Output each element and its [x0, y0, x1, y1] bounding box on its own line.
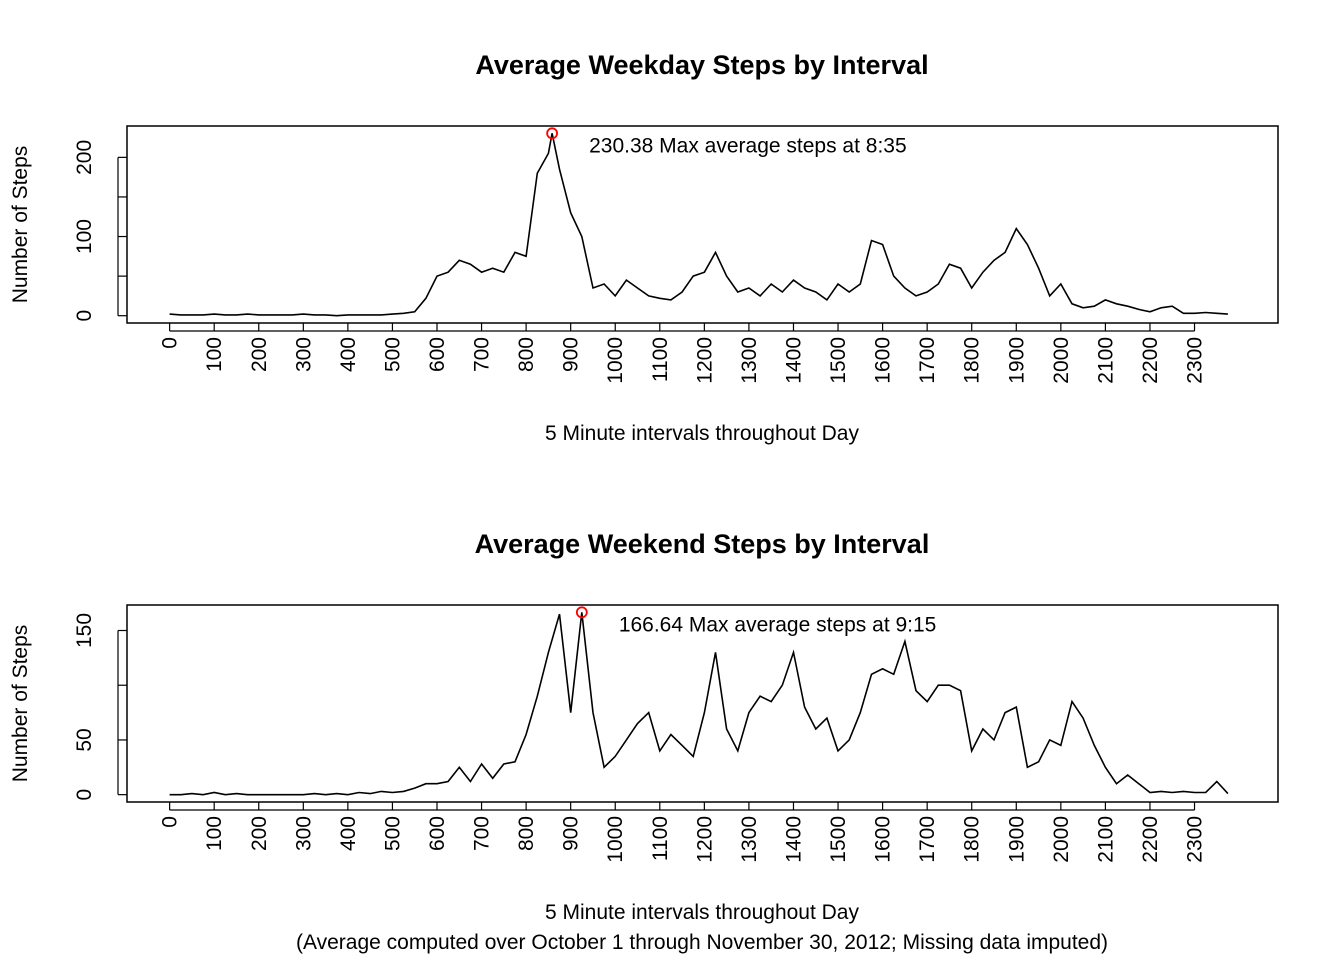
x-tick-label: 2000 [1050, 337, 1073, 384]
x-tick-label: 800 [515, 337, 538, 372]
note: (Average computed over October 1 through… [296, 931, 1108, 954]
y-tick-label: 0 [73, 310, 96, 322]
x-tick-label: 1600 [872, 337, 895, 384]
x-tick-label: 1700 [916, 337, 939, 384]
x-tick-label: 2300 [1184, 816, 1207, 863]
x-tick-label: 1000 [604, 337, 627, 384]
y-tick-label: 200 [73, 140, 96, 175]
y-tick-label: 150 [73, 613, 96, 648]
x-tick-label: 800 [515, 816, 538, 851]
x-tick-label: 1900 [1005, 337, 1028, 384]
x-tick-label: 200 [248, 816, 271, 851]
y-tick-label: 100 [73, 219, 96, 254]
x-tick-label: 1300 [738, 337, 761, 384]
x-axis-label: 5 Minute intervals throughout Day [545, 422, 860, 445]
x-tick-label: 400 [337, 816, 360, 851]
x-tick-label: 1100 [649, 337, 672, 382]
x-tick-label: 1500 [827, 337, 850, 384]
line [169, 612, 1229, 796]
x-tick-label: 1400 [782, 337, 805, 384]
x-tick-label: 600 [426, 337, 449, 372]
max-marker [546, 127, 559, 140]
x-tick-label: 600 [426, 816, 449, 851]
x-tick-label: 300 [292, 337, 315, 372]
y-axis-label: Number of Steps [9, 146, 32, 304]
x-tick-label: 300 [292, 816, 315, 851]
x-tick-label: 1600 [872, 816, 895, 863]
x-tick-label: 900 [560, 816, 583, 851]
x-tick-label: 1200 [693, 337, 716, 384]
x-tick-label: 2200 [1139, 337, 1162, 384]
y-axis-label: Number of Steps [9, 625, 32, 783]
chart-title: Average Weekend Steps by Interval [475, 529, 930, 559]
x-tick-label: 500 [381, 816, 404, 851]
plot-frame [126, 125, 1279, 324]
line [169, 133, 1228, 317]
x-tick-label: 1100 [649, 816, 672, 861]
x-tick-label: 100 [203, 816, 226, 851]
x-tick-label: 1200 [693, 816, 716, 863]
x-axis-label: 5 Minute intervals throughout Day [545, 901, 860, 924]
x-tick-label: 0 [159, 337, 182, 349]
chart-title: Average Weekday Steps by Interval [475, 50, 928, 80]
x-tick-label: 700 [471, 816, 494, 851]
plot-frame [126, 604, 1279, 803]
x-tick-label: 1000 [604, 816, 627, 863]
max-marker [575, 606, 588, 619]
x-tick-label: 2000 [1050, 816, 1073, 863]
x-tick-label: 1800 [961, 337, 984, 384]
y-tick-label: 50 [73, 728, 96, 751]
x-tick-label: 1300 [738, 816, 761, 863]
x-tick-label: 700 [471, 337, 494, 372]
x-tick-label: 1500 [827, 816, 850, 863]
x-tick-label: 1800 [961, 816, 984, 863]
x-tick-label: 0 [159, 816, 182, 828]
y-tick-label: 0 [73, 789, 96, 801]
x-tick-label: 2100 [1094, 816, 1117, 863]
x-tick-label: 200 [248, 337, 271, 372]
x-tick-label: 2300 [1184, 337, 1207, 384]
x-tick-label: 400 [337, 337, 360, 372]
x-tick-label: 1400 [782, 816, 805, 863]
max-annotation: 166.64 Max average steps at 9:15 [619, 613, 937, 636]
x-tick-label: 2200 [1139, 816, 1162, 863]
x-tick-label: 1700 [916, 816, 939, 863]
x-tick-label: 100 [203, 337, 226, 372]
x-tick-label: 900 [560, 337, 583, 372]
x-tick-label: 500 [381, 337, 404, 372]
max-annotation: 230.38 Max average steps at 8:35 [589, 134, 907, 157]
x-tick-label: 1900 [1005, 816, 1028, 863]
x-tick-label: 2100 [1094, 337, 1117, 384]
